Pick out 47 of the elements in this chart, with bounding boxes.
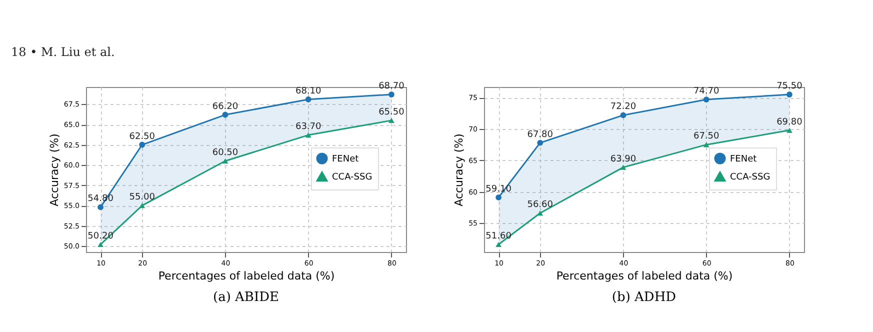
legend-label: CCA-SSG — [332, 172, 372, 182]
x-axis-title: Percentages of labeled data (%) — [556, 270, 733, 282]
data-label: 72.20 — [610, 102, 636, 112]
data-label: 55.00 — [129, 192, 156, 203]
text: (b) ADHD — [612, 290, 676, 305]
point — [305, 96, 312, 102]
point — [703, 96, 710, 102]
data-label: 63.70 — [295, 122, 322, 132]
data-label: 68.70 — [378, 82, 405, 92]
data-label: 60.50 — [212, 148, 238, 158]
point — [496, 242, 502, 248]
point — [620, 112, 626, 118]
legend-label: FENet — [332, 154, 360, 164]
data-label: 63.90 — [610, 154, 636, 164]
legend-label: FENet — [730, 154, 758, 164]
data-label: 62.50 — [129, 132, 156, 142]
point — [139, 203, 146, 208]
point — [496, 194, 502, 200]
point — [222, 112, 228, 118]
point — [786, 92, 792, 98]
data-label: 67.50 — [693, 132, 720, 142]
y-axis-title: Accuracy (%) — [452, 134, 466, 206]
point — [139, 142, 146, 148]
text: 18 • M. Liu et al. — [11, 45, 115, 59]
point — [537, 140, 544, 146]
point — [537, 210, 544, 216]
point — [222, 158, 228, 164]
data-label: 74.70 — [693, 86, 720, 97]
data-label: 69.80 — [776, 117, 803, 128]
point — [98, 204, 104, 210]
data-label: 65.50 — [378, 107, 405, 118]
data-label: 67.80 — [527, 130, 554, 140]
data-label: 66.20 — [212, 102, 238, 112]
legend-label: CCA-SSG — [730, 172, 770, 182]
x-axis-title: Percentages of labeled data (%) — [158, 270, 335, 282]
data-label: 56.60 — [527, 200, 554, 210]
point — [786, 128, 792, 133]
data-label: 68.10 — [295, 86, 322, 96]
text: (a) ABIDE — [212, 290, 280, 305]
point — [388, 118, 394, 124]
y-axis-title: Accuracy (%) — [48, 134, 61, 206]
point — [388, 92, 394, 98]
point — [305, 132, 312, 138]
point — [620, 164, 626, 170]
point — [703, 142, 710, 148]
point — [98, 242, 104, 248]
data-label: 75.50 — [776, 82, 803, 92]
